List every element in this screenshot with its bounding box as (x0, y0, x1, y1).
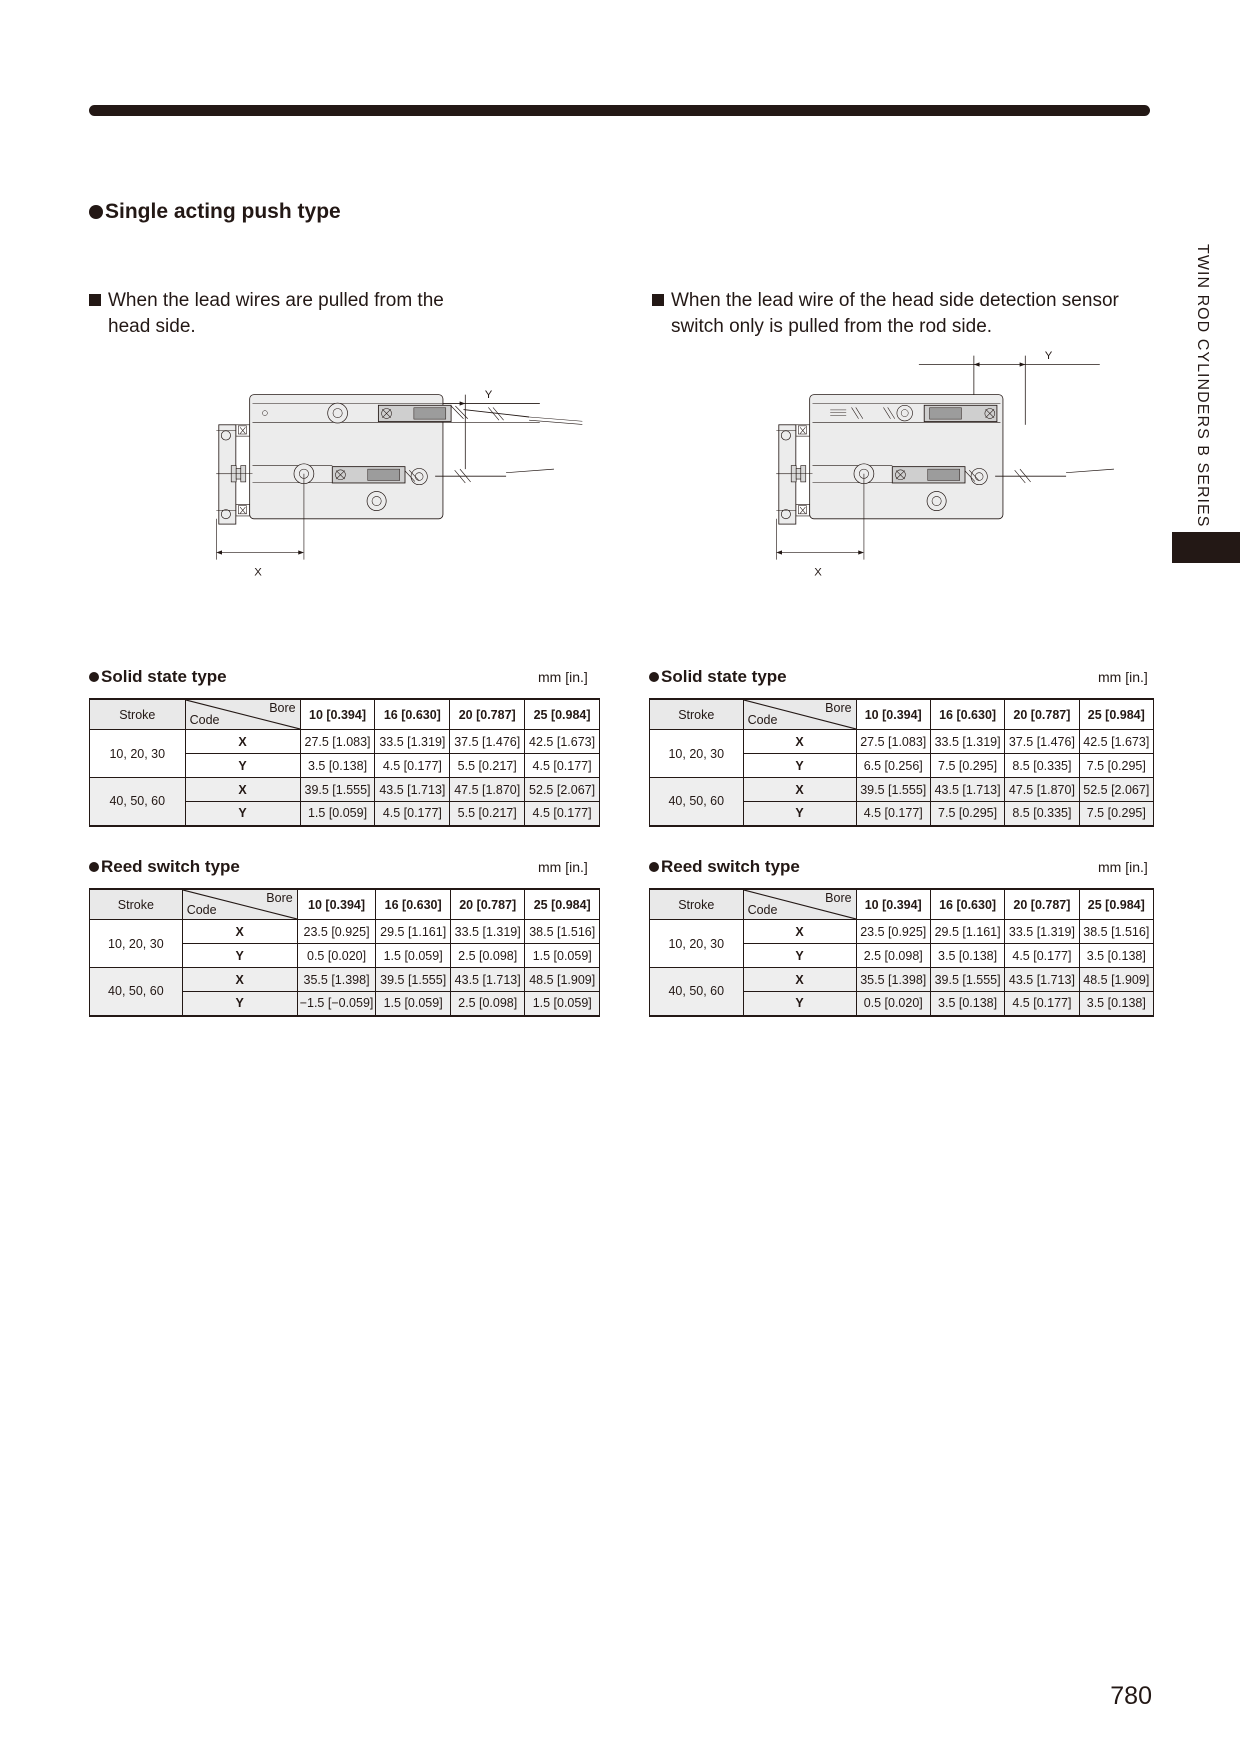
svg-text:X: X (254, 567, 262, 579)
svg-text:Y: Y (1045, 350, 1053, 362)
svg-text:X: X (814, 567, 822, 579)
svg-text:Y: Y (485, 389, 493, 401)
